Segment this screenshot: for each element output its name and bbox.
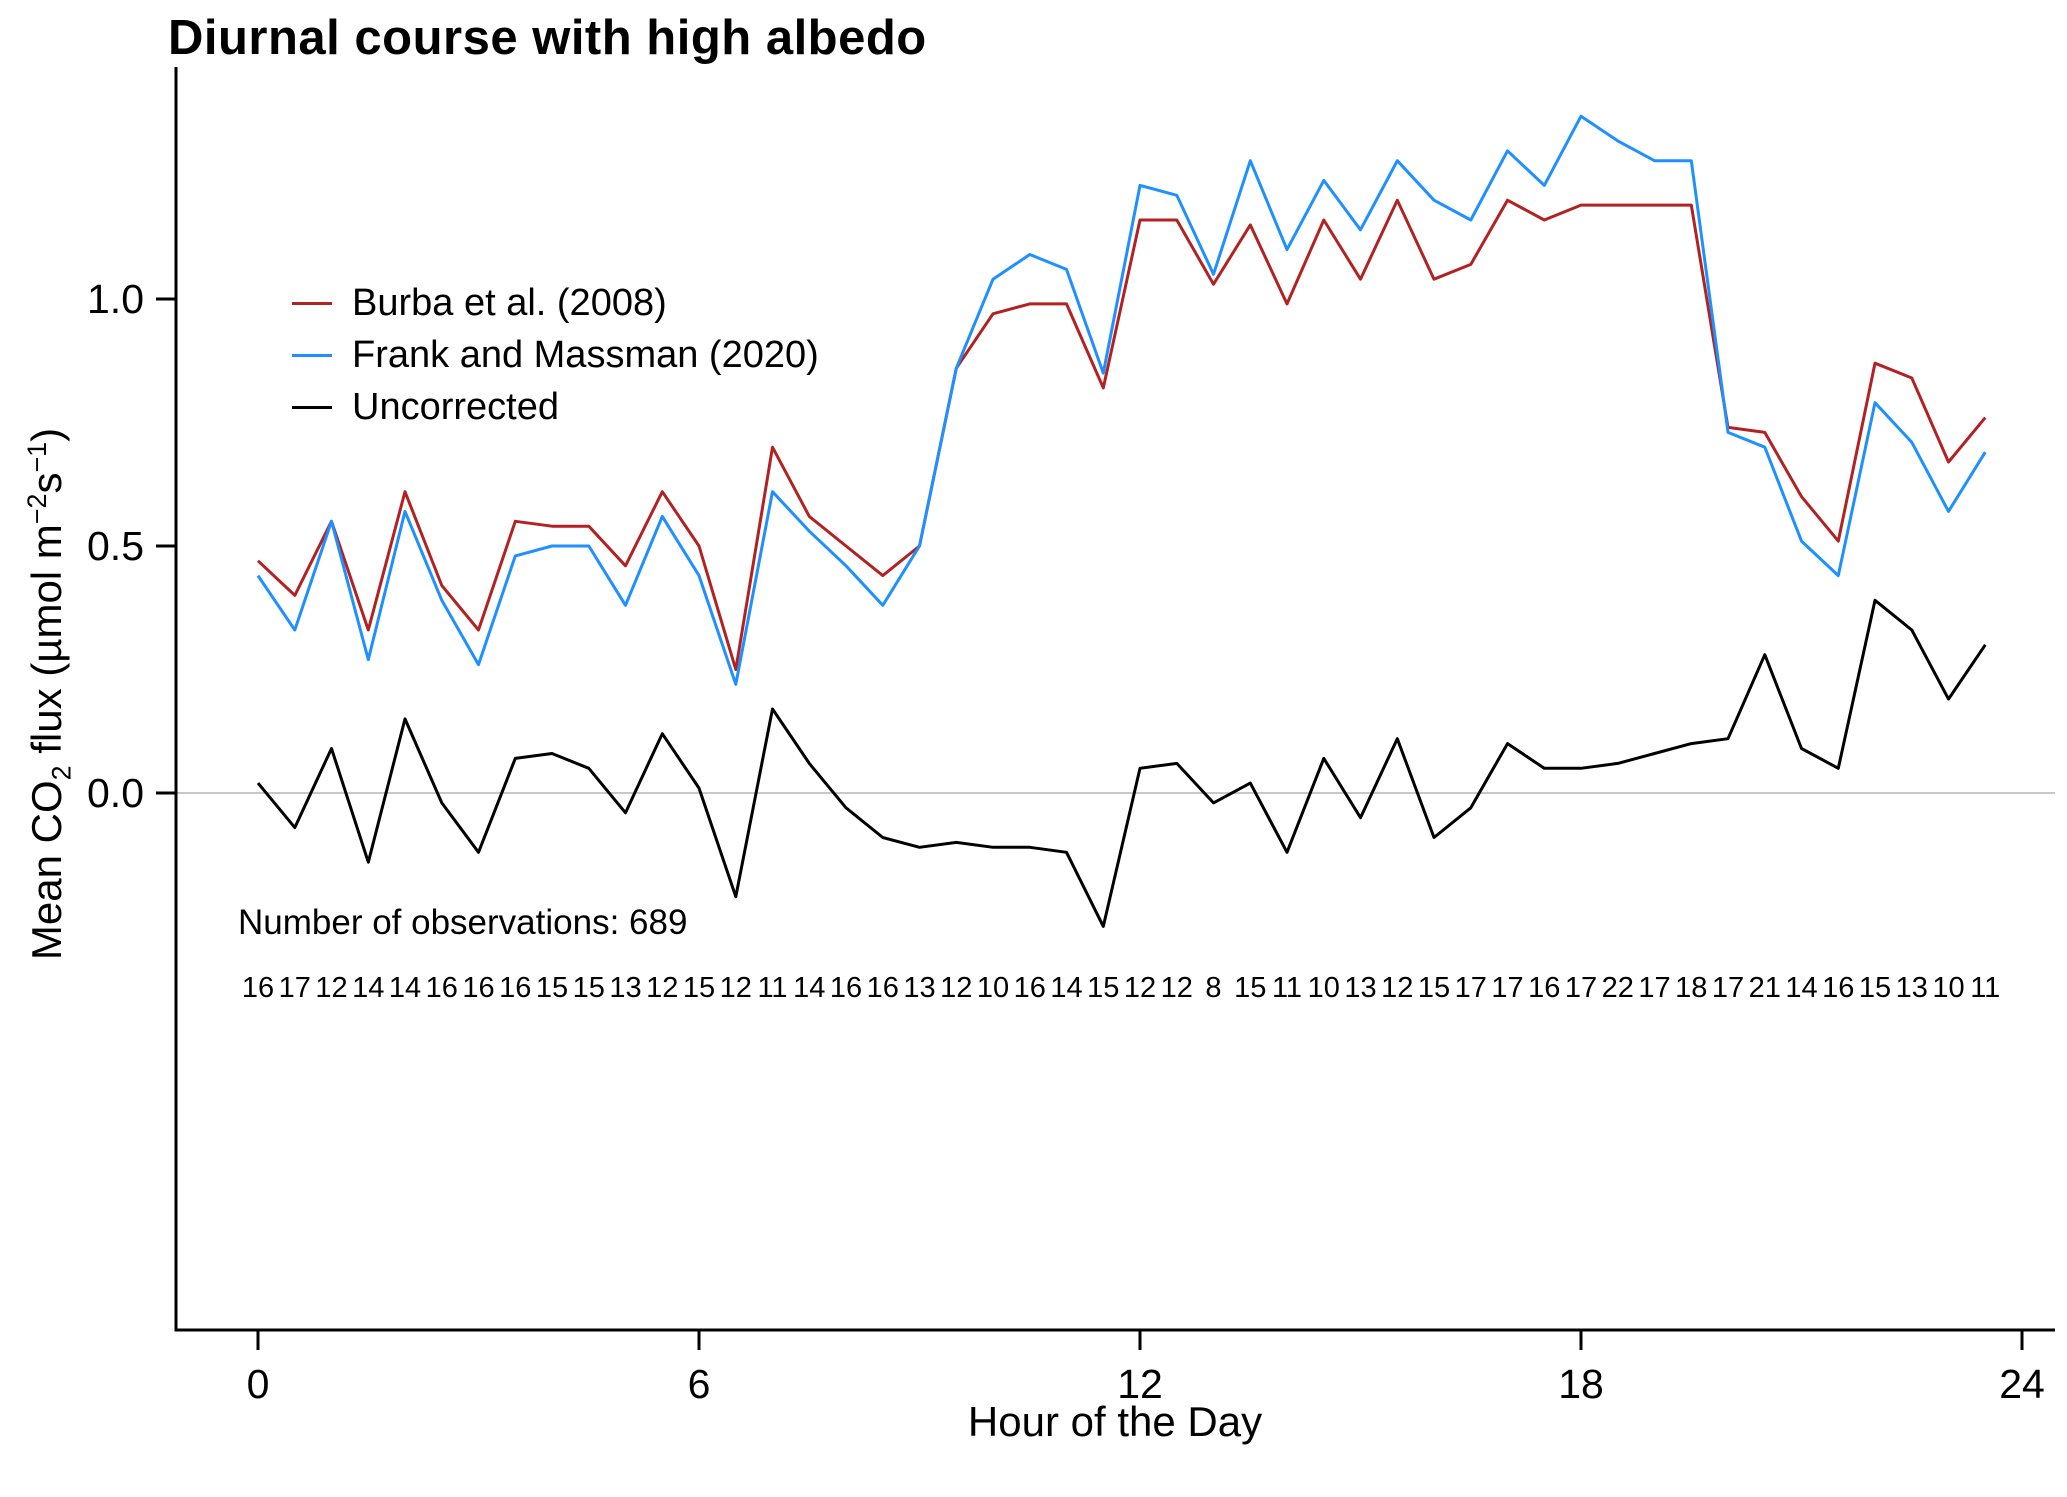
count-label: 13 [903,972,935,1004]
count-label: 22 [1602,972,1634,1004]
observations-annotation: Number of observations: 689 [238,903,688,942]
count-label: 13 [1896,972,1928,1004]
count-label: 16 [1528,972,1560,1004]
count-label: 10 [1932,972,1964,1004]
count-label: 14 [352,972,384,1004]
count-label: 15 [1859,972,1891,1004]
legend-line-swatch-burba [292,301,332,305]
count-label: 17 [1565,972,1597,1004]
count-label: 11 [1272,972,1302,1004]
count-label: 12 [1161,972,1193,1004]
count-label: 18 [1675,972,1707,1004]
count-label: 15 [1087,972,1119,1004]
y-tick-label: 0.5 [87,523,144,569]
count-label: 15 [1234,972,1266,1004]
chart-title: Diurnal course with high albedo [168,11,927,65]
x-tick-label: 6 [688,1361,711,1407]
x-tick-label: 18 [1558,1361,1604,1407]
y-title-subscript: 2 [46,765,77,781]
legend-line-swatch-frank [292,353,332,357]
count-label: 12 [1124,972,1156,1004]
count-label: 15 [573,972,605,1004]
count-label: 13 [1344,972,1376,1004]
count-label: 17 [1712,972,1744,1004]
count-label: 16 [1822,972,1854,1004]
count-label: 21 [1749,972,1781,1004]
legend-item-burba: Burba et al. (2008) [292,284,819,322]
y-tick-label: 1.0 [87,276,144,322]
x-tick-label: 12 [1117,1361,1163,1407]
count-label: 17 [279,972,311,1004]
count-label: 14 [1785,972,1817,1004]
legend-item-frank: Frank and Massman (2020) [292,336,819,374]
count-label: 14 [1050,972,1082,1004]
count-label: 15 [1418,972,1450,1004]
y-title-part: s [23,472,70,494]
legend-item-uncorrected: Uncorrected [292,388,819,426]
y-title-part: ) [23,427,70,442]
count-label: 13 [609,972,641,1004]
x-tick-label: 24 [1999,1361,2045,1407]
count-label: 10 [1308,972,1340,1004]
count-label: 12 [1381,972,1413,1004]
count-label: 17 [1455,972,1487,1004]
x-axis-title: Hour of the Day [967,1398,1263,1445]
count-label: 14 [389,972,421,1004]
legend-line-swatch-uncorrected [292,405,332,409]
y-title-part: flux ( [23,662,70,766]
legend-label-uncorrected: Uncorrected [352,386,559,428]
count-label: 16 [830,972,862,1004]
legend-label-burba: Burba et al. (2008) [352,282,667,324]
legend: Burba et al. (2008) Frank and Massman (2… [292,284,819,426]
count-label: 16 [499,972,531,1004]
count-label: 15 [683,972,715,1004]
series-line-uncorrected [256,598,1987,928]
y-axis-title: Mean CO2 flux (µmol m−2s−1) [22,294,77,1094]
count-label: 16 [242,972,274,1004]
y-tick-label: 0.0 [87,770,144,816]
legend-label-frank: Frank and Massman (2020) [352,334,819,376]
y-title-part: µmol m [23,524,70,663]
y-title-part: Mean CO [23,780,70,961]
count-label: 12 [940,972,972,1004]
count-label: 16 [867,972,899,1004]
y-title-superscript: −1 [22,441,52,473]
count-label: 17 [1491,972,1523,1004]
x-tick-label: 0 [247,1361,270,1407]
count-label: 16 [462,972,494,1004]
count-label: 16 [426,972,458,1004]
count-label: 17 [1638,972,1670,1004]
count-label: 11 [757,972,787,1004]
count-label: 16 [1014,972,1046,1004]
series-line-frank [256,114,1987,686]
count-label: 12 [315,972,347,1004]
count-label: 11 [1970,972,2000,1004]
count-label: 8 [1205,972,1221,1004]
series-line-burba [256,198,1987,671]
count-label: 14 [793,972,825,1004]
count-label: 15 [536,972,568,1004]
count-label: 10 [977,972,1009,1004]
y-title-superscript: −2 [22,493,52,525]
count-label: 12 [720,972,752,1004]
count-label: 12 [646,972,678,1004]
